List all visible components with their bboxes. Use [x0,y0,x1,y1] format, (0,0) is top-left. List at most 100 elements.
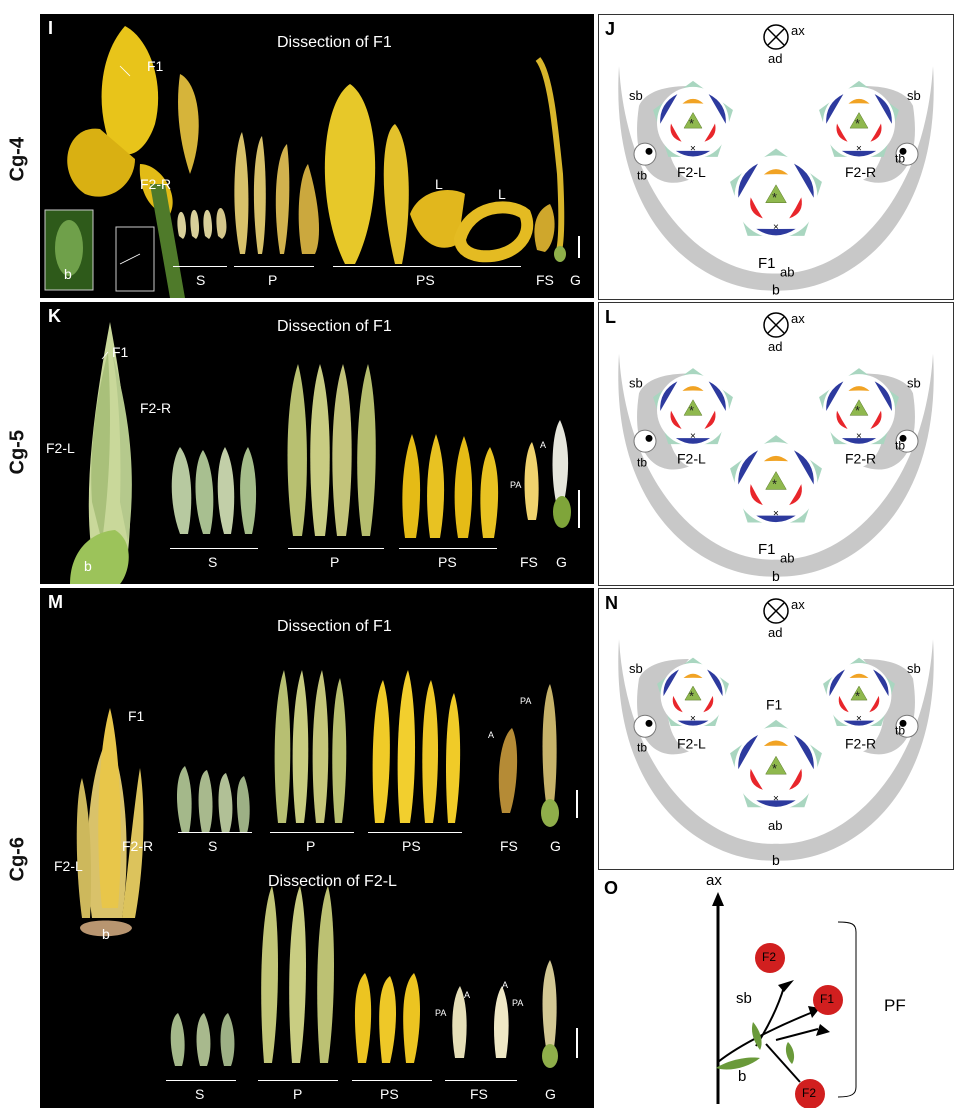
panel-m2-line-p [258,1080,338,1081]
panel-k-label-f1: F1 [112,344,129,360]
label-ad: ad [768,625,782,640]
pf-label-pf: PF [884,996,906,1015]
panel-m-title: Dissection of F1 [277,618,392,635]
panel-i-label-l2: L [498,186,506,202]
label-sb-left: sb [629,88,643,103]
panel-m-group-s: S [208,838,218,854]
label-f2l: F2-L [677,736,706,752]
panel-i-group-ps: PS [416,272,435,288]
row-label-cg6: Cg-6 [6,837,29,882]
panel-k-label-a: A [540,440,547,450]
panel-letter-o: O [604,878,619,898]
flower-f2-bottom [795,1079,825,1108]
flower-f2-right: *× [819,80,899,159]
panel-m-label2-a1: A [464,990,471,1000]
panel-n-diagram: N ax ad * × * × * × sb sb tb tb F2-L F2-R F1 ab b [598,588,954,870]
panel-m-label2-pa1: PA [435,1008,447,1018]
panel-m-label-b: b [102,926,110,942]
panel-letter-l: L [605,307,616,327]
svg-text:×: × [690,431,696,442]
flower-f2-right: *× [823,657,895,728]
label-sb-right: sb [907,376,921,391]
label-f2l: F2-L [677,451,706,467]
label-b: b [772,852,780,868]
panel-m2-scale-bar [576,1028,578,1058]
label-b: b [772,568,780,584]
label-f2l: F2-L [677,164,706,180]
label-ax: ax [791,311,805,326]
panel-m2-group-g: G [545,1086,556,1102]
label-f1: F1 [766,696,783,712]
label-ab: ab [780,550,794,565]
svg-text:*: * [772,190,777,205]
flower-f2-left: *× [653,368,733,447]
panel-k-label-pa: PA [510,480,522,490]
panel-m-photo: M Dissection of F1 Dissection of F2-L [40,588,594,1108]
pf-label-b: b [738,1068,747,1085]
panel-m2-group-fs: FS [470,1086,488,1102]
panel-i-specimens [44,26,566,298]
panel-m-label-pa: PA [520,696,532,706]
pf-label-ax: ax [706,872,722,889]
svg-text:*: * [689,688,694,703]
flower-f2-right: *× [819,368,899,447]
panel-m-scale-bar [576,790,578,818]
panel-m-label-f2r: F2-R [122,838,154,854]
panel-k-title: Dissection of F1 [277,318,392,335]
panel-i-title: Dissection of F1 [277,34,392,51]
svg-text:*: * [772,476,777,491]
svg-text:*: * [855,688,860,703]
label-ax: ax [791,597,805,612]
svg-text:*: * [855,403,860,418]
panel-k-label-f2l: F2-L [46,440,75,456]
panel-k-group-g: G [556,554,567,570]
panel-i-line-ps [333,266,521,267]
label-b: b [772,282,780,298]
label-tb-left: tb [637,740,647,754]
panel-m2-group-s: S [195,1086,205,1102]
flower-f2-left: *× [653,80,733,159]
panel-l-diagram: L ax ad * × * × * × sb sb tb tb F2-L F2-R F1 ab b [598,302,954,586]
panel-m-label2-a2: A [502,980,509,990]
panel-k-group-p: P [330,554,340,570]
svg-text:*: * [855,116,860,131]
svg-text:×: × [690,713,696,724]
panel-i-label-b: b [64,266,72,282]
panel-m-specimens [76,670,559,1068]
panel-k-line-s [170,548,258,549]
panel-m-group-g: G [550,838,561,854]
panel-i-group-s: S [196,272,206,288]
svg-text:×: × [773,509,779,520]
panel-m2-line-ps [352,1080,432,1081]
panel-o: O ax sb b PF F2 F1 F2 [598,872,952,1108]
panel-letter-j: J [605,19,616,39]
flower-f2-top [755,943,785,973]
panel-k-scale-bar [578,490,580,528]
panel-k-line-ps [399,548,497,549]
panel-m-group-p: P [306,838,316,854]
panel-k-group-ps: PS [438,554,457,570]
panel-m-label-f2l: F2-L [54,858,83,874]
panel-m-line-ps [368,832,462,833]
row-label-cg5: Cg-5 [6,430,29,475]
panel-m-group-fs: FS [500,838,518,854]
panel-letter-k: K [48,306,61,326]
panel-m-line-p [270,832,354,833]
panel-letter-i: I [48,18,54,38]
panel-i-label-l1: L [435,176,443,192]
pf-label-sb: sb [736,990,752,1007]
panel-letter-n: N [605,593,618,613]
panel-k-photo: K Dissection of F1 F1 F2-R F2-L b A PA S… [40,302,594,584]
svg-text:*: * [689,116,694,131]
panel-i-group-p: P [268,272,278,288]
panel-i-photo: I Dissection of F1 F1 F2-R [40,14,594,298]
panel-k-group-fs: FS [520,554,538,570]
flower-f1: *× [730,435,822,525]
svg-text:×: × [856,713,862,724]
axis-arrow [712,892,724,906]
label-ab: ab [780,264,794,279]
svg-text:*: * [772,761,777,776]
svg-text:×: × [690,144,696,155]
